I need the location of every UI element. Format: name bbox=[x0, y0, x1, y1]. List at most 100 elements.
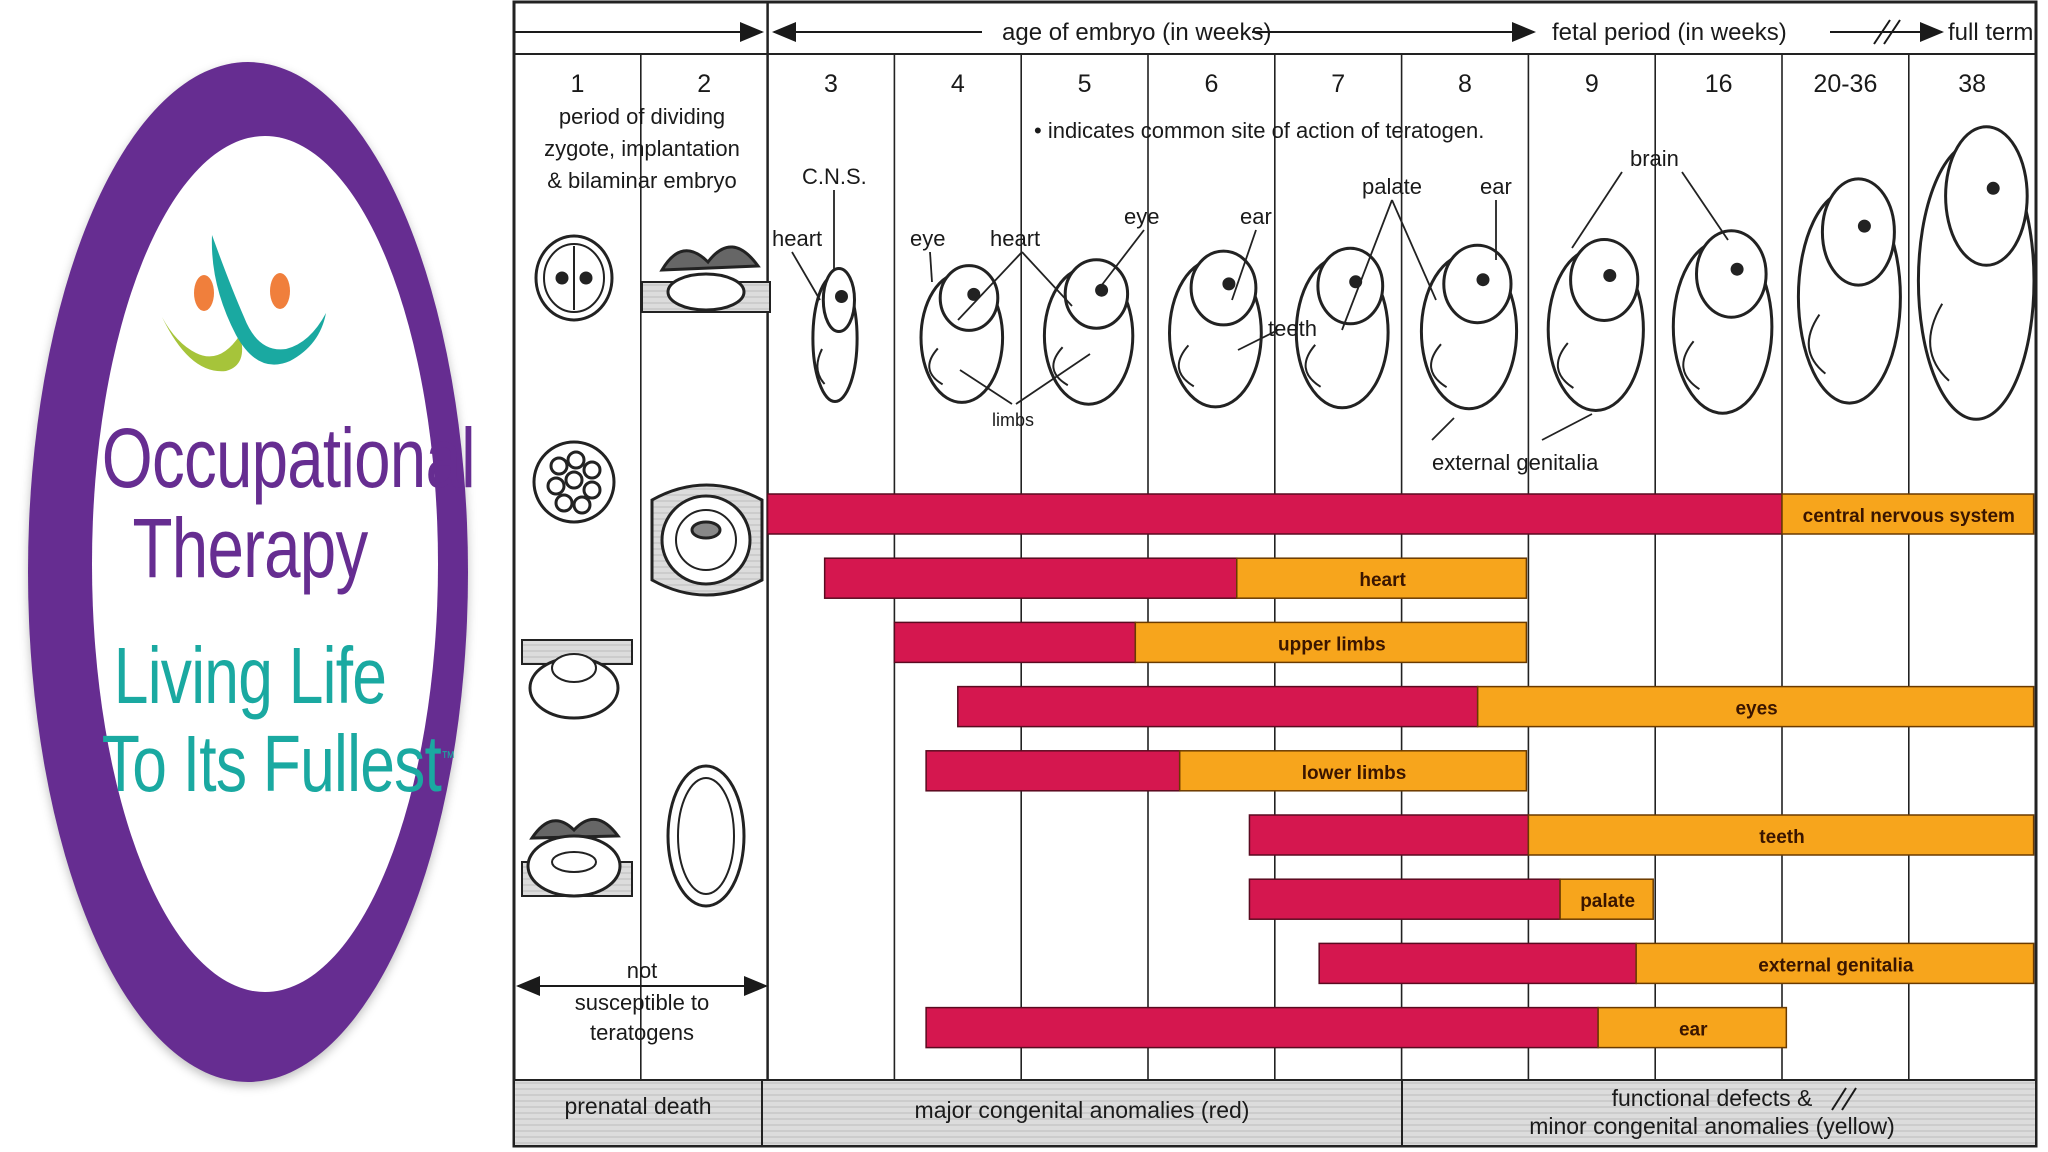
bar-central-nervous-system-minor bbox=[1781, 493, 2035, 535]
green-swoosh-icon bbox=[162, 317, 243, 372]
trademark-symbol: ™ bbox=[441, 747, 455, 768]
logo-white-center bbox=[92, 136, 438, 992]
bar-label-teeth: teeth bbox=[1759, 827, 1804, 848]
pointer-lines bbox=[791, 171, 1729, 441]
bar-label-palate: palate bbox=[1580, 891, 1635, 912]
bar-upper-limbs: upper limbs bbox=[893, 621, 1528, 664]
week-label-3: 3 bbox=[824, 70, 838, 98]
week2-embryo-disc-icon bbox=[641, 245, 771, 313]
period-text-line-3: & bilaminar embryo bbox=[547, 168, 737, 193]
logo-text-occupational: Occupational bbox=[101, 411, 476, 505]
week-label-38: 38 bbox=[1958, 70, 1986, 98]
week-label-6: 6 bbox=[1204, 70, 1218, 98]
logo-text-to-its-fullest: To Its Fullest™ bbox=[102, 718, 455, 810]
bar-teeth-minor bbox=[1527, 814, 2035, 856]
bar-external-genitalia-major bbox=[1318, 942, 1637, 985]
eye-label-week5: eye bbox=[1124, 204, 1159, 229]
occupational-therapy-logo: Occupational Therapy Living Life To Its … bbox=[0, 0, 492, 1152]
bar-ear-minor bbox=[1597, 1006, 1788, 1049]
embryo-week-16-icon bbox=[1671, 229, 1774, 415]
week-label-7: 7 bbox=[1331, 70, 1345, 98]
week-label-8: 8 bbox=[1458, 70, 1472, 98]
bar-teeth: teeth bbox=[1248, 814, 2035, 856]
brain-label: brain bbox=[1630, 146, 1679, 171]
palate-label: palate bbox=[1362, 174, 1422, 199]
footer-background bbox=[513, 1079, 2037, 1147]
teal-swoosh-icon bbox=[211, 235, 326, 365]
teratogen-site-note: • indicates common site of action of ter… bbox=[1034, 118, 1484, 143]
footer-break-mark-1 bbox=[1831, 1087, 1847, 1111]
embryo-week-38-icon bbox=[1916, 125, 2036, 421]
embryo-week-20-36-icon bbox=[1796, 177, 1902, 405]
week-label-1: 1 bbox=[570, 70, 584, 98]
bar-ear-major bbox=[925, 1006, 1599, 1049]
not-susceptible-line-1: not bbox=[627, 958, 658, 983]
teeth-label: teeth bbox=[1268, 316, 1317, 341]
bar-label-lower-limbs: lower limbs bbox=[1302, 763, 1407, 784]
week-label-5: 5 bbox=[1078, 70, 1092, 98]
bar-heart-major bbox=[823, 557, 1238, 599]
bar-label-upper-limbs: upper limbs bbox=[1278, 634, 1386, 655]
early-stage-drawings bbox=[521, 234, 771, 908]
eye-label-week4: eye bbox=[910, 226, 945, 251]
logo-text-therapy: Therapy bbox=[132, 501, 369, 595]
week-label-2: 2 bbox=[697, 70, 711, 98]
embryo-week-9-icon bbox=[1546, 238, 1645, 412]
orange-head-right-icon bbox=[270, 273, 290, 309]
embryo-week-4-icon bbox=[919, 264, 1005, 404]
structure-labels: C.N.S. heart eye heart eye limbs ear tee… bbox=[772, 146, 1679, 475]
week2-implantation-icon bbox=[650, 483, 764, 597]
bar-central-nervous-system-major bbox=[766, 493, 1783, 535]
week-label-16: 16 bbox=[1705, 70, 1733, 98]
bar-eyes-major bbox=[957, 685, 1479, 728]
not-susceptible-block: not susceptible to teratogens bbox=[516, 958, 768, 1045]
embryo-drawings bbox=[811, 125, 2036, 421]
bar-lower-limbs: lower limbs bbox=[925, 750, 1528, 792]
footer-break-mark-2 bbox=[1841, 1087, 1857, 1111]
bar-eyes-minor bbox=[1476, 685, 2035, 728]
bilaminar-disc-icon bbox=[521, 818, 633, 898]
fetal-period-label: fetal period (in weeks) bbox=[1552, 19, 1787, 46]
full-term-label: full term bbox=[1948, 19, 2033, 46]
period-text-line-1: period of dividing bbox=[559, 104, 725, 129]
morula-icon bbox=[532, 440, 616, 524]
break-mark-1 bbox=[1873, 19, 1891, 45]
bar-heart: heart bbox=[823, 557, 1528, 599]
bar-palate: palate bbox=[1248, 878, 1654, 920]
orange-head-left-icon bbox=[194, 275, 214, 311]
bar-lower-limbs-minor bbox=[1178, 750, 1528, 792]
bar-lower-limbs-major bbox=[925, 750, 1181, 792]
implanting-blastocyst-icon bbox=[521, 639, 633, 720]
bar-label-central-nervous-system: central nervous system bbox=[1803, 506, 2015, 527]
logo-text-fullest: To Its Fullest bbox=[101, 719, 442, 808]
limbs-label: limbs bbox=[992, 410, 1034, 430]
bar-palate-minor bbox=[1559, 878, 1654, 920]
period-description: period of dividing zygote, implantation … bbox=[544, 104, 740, 193]
ear-label-week6: ear bbox=[1240, 204, 1272, 229]
major-anomalies-label: major congenital anomalies (red) bbox=[915, 1097, 1250, 1123]
people-icon bbox=[162, 235, 326, 372]
week-label-9: 9 bbox=[1585, 70, 1599, 98]
bar-upper-limbs-minor bbox=[1134, 621, 1528, 664]
embryo-week-3-icon bbox=[811, 267, 859, 403]
functional-defects-label: functional defects & bbox=[1612, 1085, 1813, 1111]
not-susceptible-line-2: susceptible to bbox=[575, 990, 710, 1015]
minor-anomalies-label: minor congenital anomalies (yellow) bbox=[1529, 1113, 1895, 1139]
bar-label-ear: ear bbox=[1679, 1020, 1708, 1041]
bar-eyes: eyes bbox=[957, 685, 2035, 728]
week-labels: 1 2 3 4 5 6 7 8 9 16 20-36 38 bbox=[570, 70, 1986, 98]
embryo-week-8-icon bbox=[1419, 243, 1519, 411]
logo-text-living-life: Living Life bbox=[113, 631, 387, 720]
teratogen-critical-periods-diagram: age of embryo (in weeks) fetal period (i… bbox=[512, 0, 2040, 1152]
break-mark-2 bbox=[1883, 19, 1901, 45]
age-of-embryo-label: age of embryo (in weeks) bbox=[1002, 19, 1271, 46]
week-label-20-36: 20-36 bbox=[1813, 70, 1877, 98]
bar-teeth-major bbox=[1248, 814, 1530, 856]
bar-central-nervous-system: central nervous system bbox=[766, 493, 2035, 535]
bar-label-heart: heart bbox=[1359, 570, 1406, 591]
bar-label-external-genitalia: external genitalia bbox=[1758, 955, 1914, 976]
ear-label-week8: ear bbox=[1480, 174, 1512, 199]
bar-external-genitalia-minor bbox=[1635, 942, 2035, 985]
footer-band: prenatal death major congenital anomalie… bbox=[513, 1079, 2037, 1147]
period-text-line-2: zygote, implantation bbox=[544, 136, 740, 161]
